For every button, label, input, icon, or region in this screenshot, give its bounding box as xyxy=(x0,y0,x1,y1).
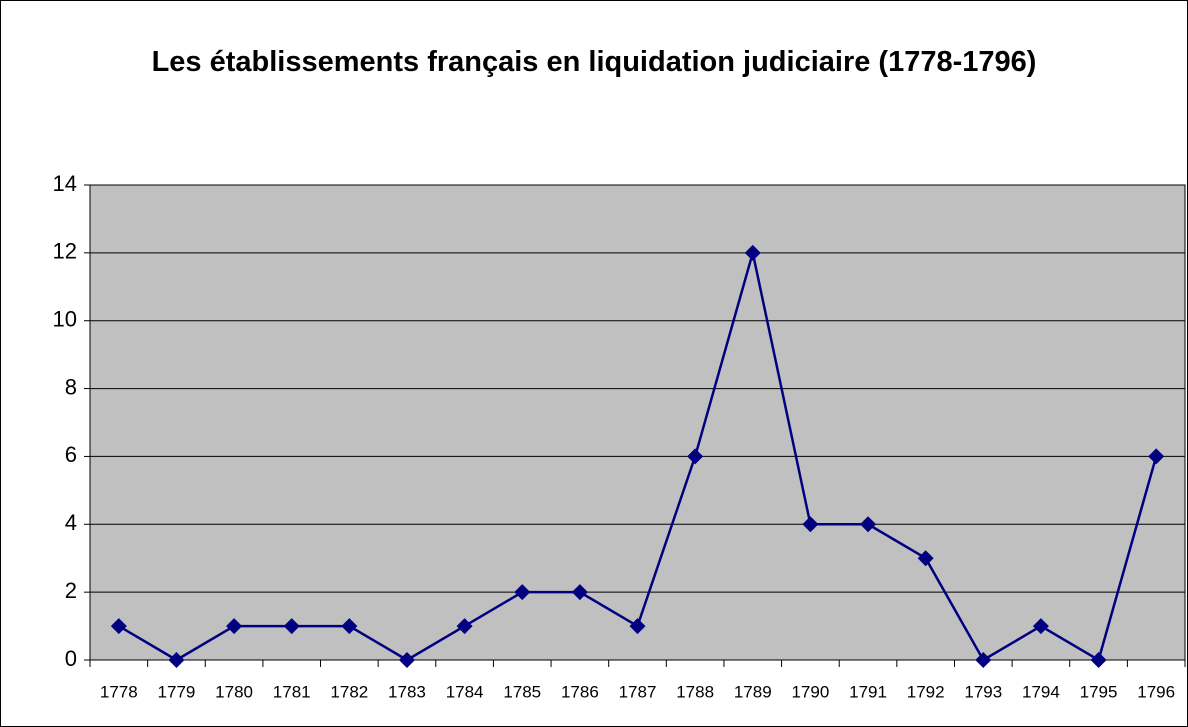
y-tick-label: 2 xyxy=(65,578,77,603)
data-point xyxy=(917,550,934,567)
data-point xyxy=(744,244,761,261)
x-tick-label: 1780 xyxy=(215,682,253,701)
data-point xyxy=(860,516,877,533)
data-point xyxy=(571,584,588,601)
x-tick-label: 1786 xyxy=(561,682,599,701)
data-point xyxy=(514,584,531,601)
x-tick-label: 1781 xyxy=(273,682,311,701)
x-tick-label: 1788 xyxy=(676,682,714,701)
chart-title: Les établissements français en liquidati… xyxy=(151,46,1037,78)
data-point xyxy=(341,618,358,635)
y-tick-label: 0 xyxy=(65,646,77,671)
y-tick-label: 8 xyxy=(65,374,77,399)
data-point xyxy=(226,618,243,635)
x-tick-label: 1779 xyxy=(158,682,196,701)
x-tick-label: 1785 xyxy=(503,682,541,701)
x-tick-label: 1783 xyxy=(388,682,426,701)
y-tick-label: 10 xyxy=(53,307,77,332)
y-tick-label: 14 xyxy=(53,171,77,196)
x-tick-label: 1794 xyxy=(1022,682,1060,701)
data-point xyxy=(629,618,646,635)
x-tick-label: 1791 xyxy=(849,682,887,701)
data-point xyxy=(1032,618,1049,635)
x-tick-label: 1789 xyxy=(734,682,772,701)
data-point xyxy=(1148,448,1165,465)
x-tick-label: 1790 xyxy=(791,682,829,701)
x-tick-label: 1782 xyxy=(330,682,368,701)
data-point xyxy=(802,516,819,533)
x-tick-label: 1778 xyxy=(100,682,138,701)
y-tick-label: 12 xyxy=(53,239,77,264)
data-point xyxy=(168,652,185,668)
data-point xyxy=(687,448,704,465)
y-tick-label: 6 xyxy=(65,442,77,467)
x-tick-label: 1796 xyxy=(1137,682,1175,701)
x-tick-label: 1793 xyxy=(964,682,1002,701)
data-point xyxy=(456,618,473,635)
x-tick-label: 1784 xyxy=(446,682,484,701)
data-point xyxy=(398,652,415,668)
plot-area xyxy=(90,185,1185,660)
x-tick-label: 1792 xyxy=(907,682,945,701)
y-tick-label: 4 xyxy=(65,510,77,535)
data-point xyxy=(110,618,127,635)
data-point xyxy=(283,618,300,635)
data-point xyxy=(975,652,992,668)
x-tick-label: 1787 xyxy=(619,682,657,701)
x-tick-label: 1795 xyxy=(1080,682,1118,701)
plot-border xyxy=(89,184,1186,661)
data-point xyxy=(1090,652,1107,668)
